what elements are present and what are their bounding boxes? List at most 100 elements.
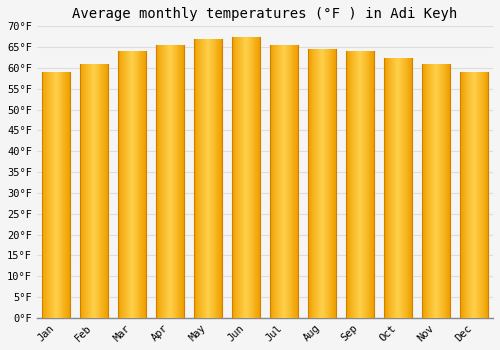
Bar bbox=[296, 45, 297, 318]
Bar bbox=[124, 51, 125, 318]
Bar bbox=[166, 45, 167, 318]
Bar bbox=[172, 45, 174, 318]
Bar bbox=[434, 64, 435, 318]
Bar bbox=[410, 57, 412, 318]
Bar bbox=[140, 51, 141, 318]
Bar bbox=[401, 57, 402, 318]
Bar bbox=[80, 64, 82, 318]
Bar bbox=[64, 72, 66, 318]
Bar bbox=[95, 64, 96, 318]
Bar bbox=[473, 72, 474, 318]
Bar bbox=[278, 45, 279, 318]
Bar bbox=[46, 72, 48, 318]
Bar bbox=[156, 45, 158, 318]
Bar bbox=[274, 45, 276, 318]
Bar bbox=[183, 45, 184, 318]
Bar bbox=[364, 51, 366, 318]
Bar bbox=[158, 45, 160, 318]
Bar bbox=[479, 72, 480, 318]
Bar bbox=[254, 37, 256, 318]
Bar bbox=[478, 72, 479, 318]
Bar bbox=[466, 72, 468, 318]
Bar bbox=[96, 64, 98, 318]
Bar bbox=[320, 49, 321, 318]
Bar bbox=[326, 49, 328, 318]
Title: Average monthly temperatures (°F ) in Adi Keyh: Average monthly temperatures (°F ) in Ad… bbox=[72, 7, 458, 21]
Bar bbox=[168, 45, 169, 318]
Bar bbox=[286, 45, 287, 318]
Bar bbox=[482, 72, 484, 318]
Bar bbox=[221, 39, 222, 318]
Bar bbox=[98, 64, 100, 318]
Bar bbox=[246, 37, 247, 318]
Bar bbox=[48, 72, 49, 318]
Bar bbox=[204, 39, 205, 318]
Bar bbox=[356, 51, 357, 318]
Bar bbox=[51, 72, 52, 318]
Bar bbox=[128, 51, 129, 318]
Bar bbox=[165, 45, 166, 318]
Bar bbox=[164, 45, 165, 318]
Bar bbox=[292, 45, 294, 318]
Bar bbox=[180, 45, 182, 318]
Bar bbox=[203, 39, 204, 318]
Bar bbox=[285, 45, 286, 318]
Bar bbox=[182, 45, 183, 318]
Bar bbox=[60, 72, 62, 318]
Bar bbox=[249, 37, 250, 318]
Bar bbox=[352, 51, 354, 318]
Bar bbox=[58, 72, 59, 318]
Bar bbox=[319, 49, 320, 318]
Bar bbox=[56, 72, 57, 318]
Bar bbox=[396, 57, 397, 318]
Bar bbox=[160, 45, 162, 318]
Bar bbox=[290, 45, 292, 318]
Bar bbox=[323, 49, 324, 318]
Bar bbox=[212, 39, 214, 318]
Bar bbox=[475, 72, 476, 318]
Bar bbox=[214, 39, 216, 318]
Bar bbox=[388, 57, 390, 318]
Bar bbox=[316, 49, 317, 318]
Bar bbox=[310, 49, 312, 318]
Bar bbox=[44, 72, 46, 318]
Bar bbox=[408, 57, 410, 318]
Bar bbox=[348, 51, 350, 318]
Bar bbox=[57, 72, 58, 318]
Bar bbox=[178, 45, 180, 318]
Bar bbox=[354, 51, 355, 318]
Bar bbox=[94, 64, 95, 318]
Bar bbox=[280, 45, 281, 318]
Bar bbox=[131, 51, 132, 318]
Bar bbox=[129, 51, 130, 318]
Bar bbox=[241, 37, 242, 318]
Bar bbox=[62, 72, 64, 318]
Bar bbox=[322, 49, 323, 318]
Bar bbox=[384, 57, 386, 318]
Bar bbox=[134, 51, 136, 318]
Bar bbox=[397, 57, 398, 318]
Bar bbox=[170, 45, 171, 318]
Bar bbox=[486, 72, 488, 318]
Bar bbox=[209, 39, 210, 318]
Bar bbox=[312, 49, 314, 318]
Bar bbox=[317, 49, 318, 318]
Bar bbox=[432, 64, 433, 318]
Bar bbox=[240, 37, 241, 318]
Bar bbox=[91, 64, 92, 318]
Bar bbox=[361, 51, 362, 318]
Bar bbox=[52, 72, 53, 318]
Bar bbox=[314, 49, 316, 318]
Bar bbox=[42, 72, 43, 318]
Bar bbox=[406, 57, 408, 318]
Bar bbox=[208, 39, 209, 318]
Bar bbox=[198, 39, 200, 318]
Bar bbox=[196, 39, 198, 318]
Bar bbox=[283, 45, 284, 318]
Bar bbox=[370, 51, 372, 318]
Bar bbox=[144, 51, 145, 318]
Bar bbox=[211, 39, 212, 318]
Bar bbox=[201, 39, 202, 318]
Bar bbox=[258, 37, 259, 318]
Bar bbox=[368, 51, 370, 318]
